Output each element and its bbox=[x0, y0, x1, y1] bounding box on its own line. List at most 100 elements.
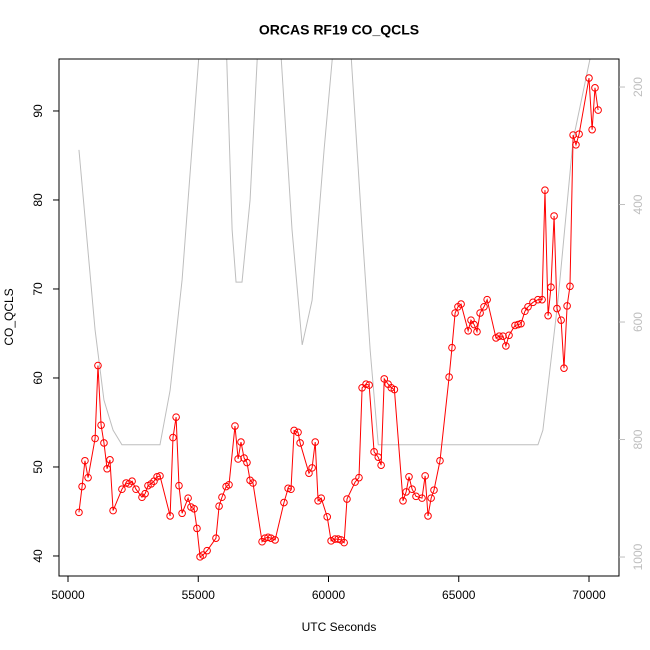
point bbox=[370, 448, 378, 456]
point bbox=[390, 385, 399, 394]
point bbox=[575, 130, 583, 138]
y2-tick-label: 800 bbox=[631, 429, 645, 449]
point bbox=[280, 498, 288, 507]
y-tick-label: 90 bbox=[31, 104, 45, 118]
point bbox=[418, 494, 426, 502]
point bbox=[405, 472, 413, 481]
point bbox=[317, 494, 326, 502]
point bbox=[399, 496, 407, 505]
point bbox=[308, 464, 316, 472]
point bbox=[215, 502, 223, 510]
point bbox=[470, 320, 478, 329]
point bbox=[351, 478, 359, 486]
point bbox=[591, 84, 599, 92]
point bbox=[424, 512, 432, 520]
point bbox=[128, 477, 136, 486]
point bbox=[84, 473, 92, 482]
x-tick-label: 70000 bbox=[572, 588, 606, 602]
y2-tick-label: 400 bbox=[631, 194, 645, 214]
point bbox=[156, 472, 164, 480]
point bbox=[594, 106, 602, 114]
y2-tick-label: 1000 bbox=[631, 543, 645, 570]
point bbox=[563, 302, 571, 310]
point bbox=[249, 479, 257, 487]
point bbox=[550, 212, 558, 220]
point bbox=[362, 380, 370, 389]
point bbox=[141, 489, 149, 498]
y2-tick-label: 200 bbox=[631, 77, 645, 97]
point bbox=[448, 343, 456, 352]
point bbox=[169, 433, 177, 442]
point bbox=[566, 282, 574, 291]
point bbox=[517, 319, 525, 328]
point bbox=[534, 295, 542, 304]
point bbox=[271, 536, 279, 544]
point bbox=[172, 413, 180, 421]
line-y2 bbox=[78, 59, 591, 446]
point bbox=[457, 300, 465, 308]
point bbox=[483, 295, 491, 304]
point bbox=[553, 304, 561, 313]
point bbox=[331, 535, 339, 543]
point bbox=[499, 332, 507, 340]
point bbox=[340, 538, 348, 547]
point bbox=[538, 295, 546, 304]
point bbox=[480, 302, 488, 311]
point bbox=[190, 505, 198, 513]
point bbox=[585, 74, 593, 82]
point bbox=[547, 283, 555, 291]
y-tick-label: 70 bbox=[31, 282, 45, 296]
point bbox=[193, 524, 201, 533]
point bbox=[343, 495, 351, 503]
point bbox=[311, 438, 320, 446]
point bbox=[243, 458, 251, 467]
point bbox=[184, 494, 192, 502]
point bbox=[502, 342, 510, 350]
point bbox=[234, 455, 242, 463]
point bbox=[203, 546, 211, 555]
point bbox=[106, 456, 114, 464]
point bbox=[541, 186, 549, 194]
point bbox=[199, 551, 207, 559]
point bbox=[81, 456, 89, 465]
plot-area bbox=[75, 59, 602, 561]
point bbox=[290, 426, 298, 435]
point bbox=[237, 438, 245, 446]
point bbox=[451, 309, 459, 317]
point bbox=[569, 131, 577, 139]
x-tick-label: 50000 bbox=[51, 588, 85, 602]
point bbox=[377, 461, 385, 469]
chart-title: ORCAS RF19 CO_QCLS bbox=[259, 22, 419, 38]
point bbox=[296, 439, 304, 447]
point bbox=[231, 422, 239, 430]
point bbox=[408, 485, 416, 494]
point bbox=[118, 485, 126, 494]
point bbox=[427, 494, 435, 502]
point bbox=[178, 509, 186, 518]
point bbox=[75, 508, 83, 517]
plot-frame bbox=[58, 58, 620, 577]
point bbox=[505, 331, 513, 340]
point bbox=[430, 486, 438, 494]
x-tick-label: 55000 bbox=[182, 588, 216, 602]
point bbox=[495, 332, 503, 340]
y-tick-label: 40 bbox=[31, 549, 45, 563]
point bbox=[78, 482, 86, 491]
point bbox=[436, 456, 444, 465]
point bbox=[544, 311, 552, 320]
point bbox=[212, 534, 220, 542]
point bbox=[175, 481, 183, 490]
point bbox=[588, 125, 596, 134]
y-tick-label: 60 bbox=[31, 371, 45, 385]
point bbox=[365, 381, 373, 389]
point bbox=[294, 428, 302, 437]
point bbox=[374, 453, 383, 461]
point bbox=[572, 140, 580, 149]
point bbox=[261, 534, 269, 542]
point bbox=[109, 506, 117, 515]
point bbox=[132, 485, 140, 494]
point bbox=[97, 421, 105, 429]
point bbox=[225, 480, 233, 489]
